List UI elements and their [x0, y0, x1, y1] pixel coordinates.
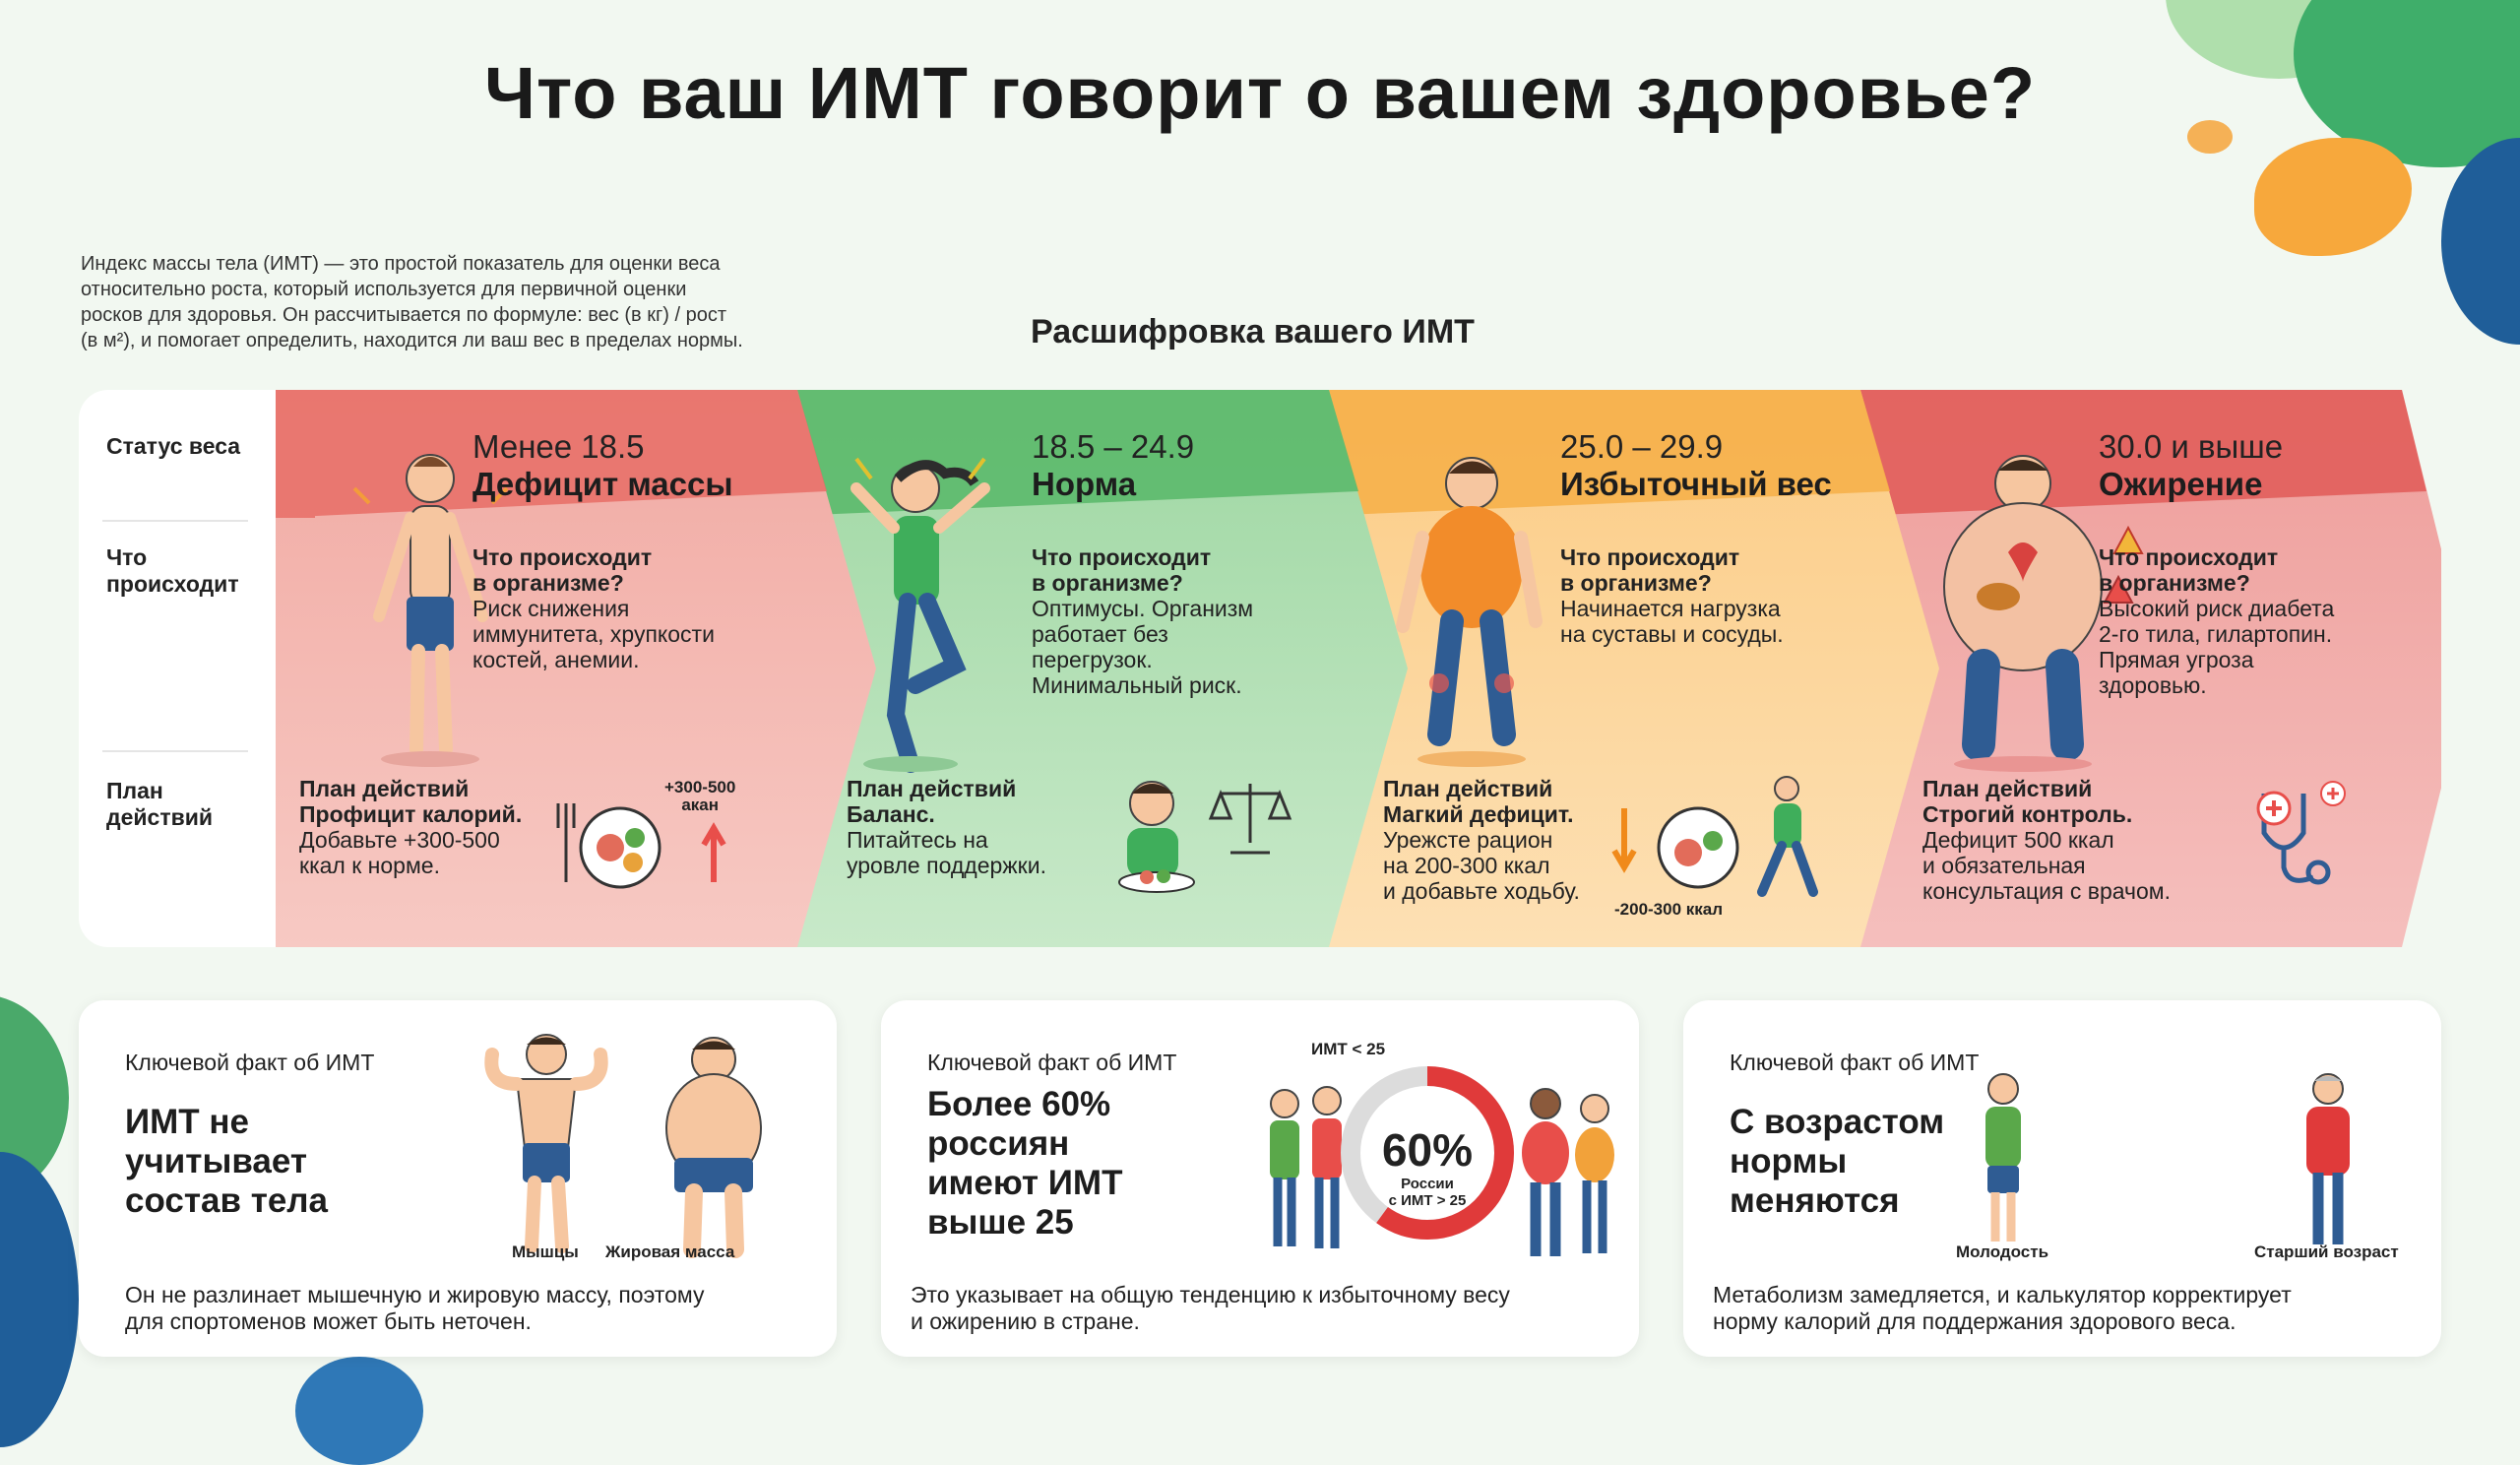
row-label-happens: Что происходит: [106, 544, 239, 597]
effect-normal: Что происходит в организме? Оптимусы. Орг…: [1032, 544, 1254, 698]
card-headline: С возрастом нормы меняются: [1730, 1103, 1945, 1220]
donut-caption: России с ИМТ > 25: [1388, 1176, 1467, 1209]
scales-icon: [1208, 784, 1292, 855]
card-footer: Это указывает на общую тенденцию к избыт…: [911, 1282, 1510, 1334]
card-headline: ИМТ не учитывает состав тела: [125, 1103, 329, 1220]
chevron-overweight: [1240, 390, 1939, 947]
caption-muscles: Мышцы: [512, 1242, 579, 1261]
older-person-icon: [2306, 1073, 2350, 1244]
people-left-icon: [1270, 1086, 1342, 1248]
bmi-range: Менее 18.5: [472, 428, 645, 465]
people-right-icon: [1522, 1088, 1614, 1256]
stethoscope-icon: [2256, 781, 2346, 885]
decor-blob-orange-small: [2187, 120, 2233, 154]
bmi-chevron-panel: [79, 390, 2441, 947]
row-label-plan: План действий: [106, 778, 214, 830]
category-underweight: Менее 18.5 Дефицит массы: [472, 428, 797, 503]
muscle-vs-fat-icon: [484, 1034, 762, 1258]
plate-food-icon-1: [556, 803, 662, 889]
overweight-person-icon: [1396, 457, 1543, 767]
row-divider-2: [102, 750, 248, 752]
effect-obesity: Что происходит в организме? Высокий риск …: [2099, 544, 2335, 698]
decor-blob-blue-right: [2441, 138, 2520, 345]
card-footer: Он не разлинает мышечную и жировую массу…: [125, 1282, 705, 1334]
decor-blob-blue-left: [0, 1152, 79, 1447]
plan-overweight: План действий Магкий дефицит. Урежсте рац…: [1383, 776, 1580, 904]
category-obesity: 30.0 и выше Ожирение: [2099, 428, 2424, 503]
effect-overweight: Что происходит в организме? Начинается на…: [1560, 544, 1784, 647]
status-name: Избыточный вес: [1560, 466, 1832, 502]
plate-food-icon-2: [1657, 806, 1739, 889]
plan-normal: План действий Баланс. Питайтесь на уровле …: [847, 776, 1046, 878]
obese-person-icon: [1943, 455, 2144, 772]
donut-arc-over-25: [1341, 1066, 1514, 1240]
row-label-status: Статус веса: [106, 433, 241, 459]
caption-fat-mass: Жировая масса: [605, 1242, 735, 1261]
caption-youth: Молодость: [1956, 1242, 2049, 1261]
effect-underweight: Что происходит в организме? Риск снижения…: [472, 544, 715, 672]
donut-value: 60%: [1381, 1124, 1474, 1176]
card-label: Ключевой факт об ИМТ: [1730, 1050, 1980, 1075]
category-normal: 18.5 – 24.9 Норма: [1032, 428, 1356, 503]
eating-person-icon: [1118, 781, 1195, 893]
category-overweight: 25.0 – 29.9 Избыточный вес: [1560, 428, 1885, 503]
bmi-range: 25.0 – 29.9: [1560, 428, 1724, 465]
bmi-range: 30.0 и выше: [2099, 428, 2284, 465]
card-label: Ключевой факт об ИМТ: [927, 1050, 1177, 1075]
donut-top-label: ИМТ < 25: [1311, 1040, 1386, 1058]
fact-card-body-composition: Ключевой факт об ИМТ ИМТ не учитывает сост…: [79, 1000, 837, 1357]
chevron-normal: [709, 390, 1408, 947]
bmi-donut-chart: [1341, 1066, 1514, 1240]
row-divider-1: [102, 520, 248, 522]
decor-blob-blue-bottom: [295, 1357, 423, 1465]
walking-person-icon: [1757, 776, 1818, 897]
card-label: Ключевой факт об ИМТ: [125, 1050, 375, 1075]
status-name: Ожирение: [2099, 466, 2263, 502]
card-headline: Более 60% россиян имеют ИМТ выше 25: [927, 1085, 1123, 1242]
fact-card-age: Ключевой факт об ИМТ С возрастом нормы мен…: [1683, 1000, 2441, 1357]
caption-older-age: Старший возраст: [2254, 1242, 2399, 1261]
calorie-badge-minus: -200-300 ккал: [1614, 900, 1724, 919]
up-arrow-icon: [701, 822, 726, 882]
card-footer: Метаболизм замедляется, и калькулятор ко…: [1713, 1282, 2292, 1334]
plan-obesity: План действий Строгий контроль. Дефицит 5…: [1922, 776, 2172, 904]
status-name: Норма: [1032, 466, 1137, 502]
decor-blob-orange: [2254, 138, 2412, 256]
section-title: Расшифровка вашего ИМТ: [1031, 313, 1475, 350]
down-arrow-icon: [1611, 808, 1637, 873]
plan-underweight: План действий Профицит калорий. Добавьте …: [299, 776, 523, 878]
normal-person-icon: [850, 457, 990, 773]
calorie-badge-plus: +300-500 акан: [664, 778, 736, 814]
intro-text: Индекс массы тела (ИМТ) — это простой по…: [81, 253, 743, 351]
bmi-range: 18.5 – 24.9: [1032, 428, 1195, 465]
fact-card-russia-stats: Ключевой факт об ИМТ Более 60% россиян име…: [881, 1000, 1639, 1357]
page-title: Что ваш ИМТ говорит о вашем здоровье?: [483, 52, 2037, 134]
young-person-icon: [1985, 1073, 2021, 1242]
underweight-person-icon: [352, 454, 509, 767]
status-name: Дефицит массы: [472, 466, 733, 502]
